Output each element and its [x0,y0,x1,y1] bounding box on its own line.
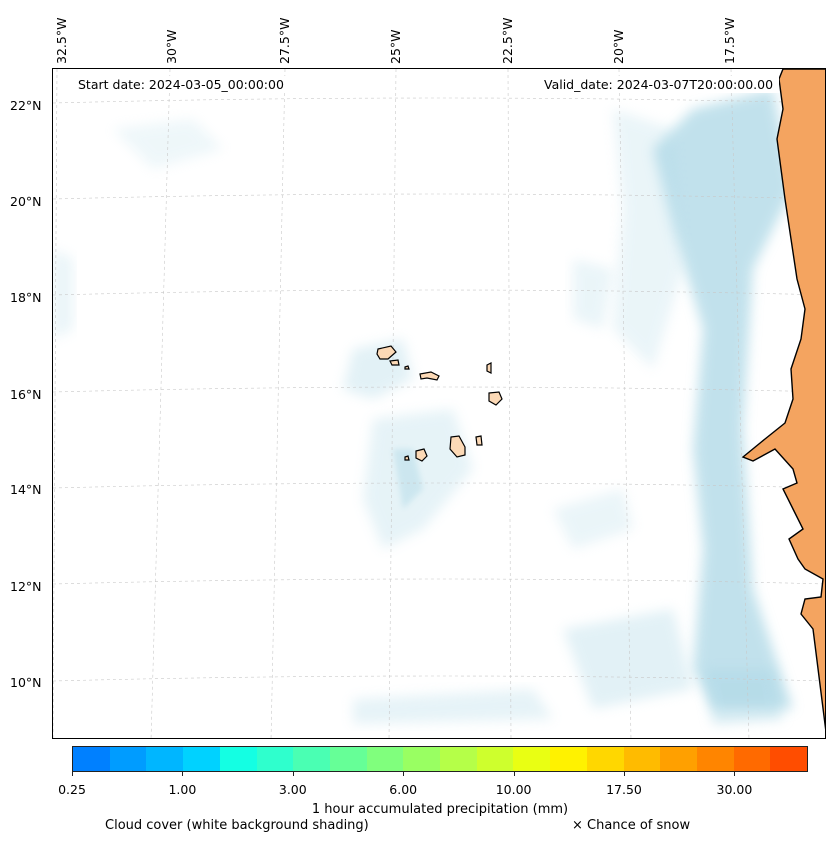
start-date-label: Start date: 2024-03-05_00:00:00 [72,76,290,93]
africa-mainland [741,69,825,730]
cloud-cover-layer [53,89,793,724]
lat-label-16n: 16°N [10,387,42,402]
colorbar-cell [660,747,697,771]
graticule [53,69,825,738]
island-sao-nicolau [419,371,440,381]
island-sao-vicente [389,359,400,366]
island-brava [404,455,410,461]
colorbar-cell [403,747,441,771]
colorbar-cell [623,747,661,771]
colorbar-cell [109,747,147,771]
colorbar-cell [146,747,184,771]
colorbar-cell [366,747,404,771]
colorbar-cell [696,747,734,771]
island-boa-vista [488,391,503,406]
colorbar-tick-label: 30.00 [716,782,753,797]
colorbar-cell [733,747,771,771]
precipitation-colorbar [72,746,808,772]
colorbar-cell [586,747,624,771]
colorbar-tick-mark [513,772,515,776]
lon-label-20w: 20°W [611,29,626,64]
lat-label-12n: 12°N [10,579,42,594]
lat-label-20n: 20°N [10,194,42,209]
colorbar-tick-label: 17.50 [606,782,642,797]
colorbar-cell [73,747,110,771]
lon-label-30w: 30°W [164,29,179,64]
colorbar-tick-label: 10.00 [495,782,532,797]
island-santo-antao [376,345,397,360]
colorbar-tick-label: 6.00 [389,782,418,797]
colorbar-cell [219,747,257,771]
valid-date-label: Valid_date: 2024-03-07T20:00:00.00 [538,76,780,93]
lon-label-25w: 25°W [388,29,403,64]
colorbar-tick-mark [182,772,184,776]
cloud-cover-note: Cloud cover (white background shading) [105,818,369,833]
colorbar-cell [329,747,367,771]
island-sal [486,362,492,374]
lon-label-17-5w: 17.5°W [722,17,737,64]
colorbar-cell [513,747,551,771]
island-maio [475,435,483,446]
colorbar-tick-label: 1.00 [168,782,197,797]
colorbar-cell [550,747,587,771]
cape-verde-islands [376,345,503,462]
colorbar-tick-mark [72,772,73,776]
colorbar-tick-mark [292,772,294,776]
lon-label-32-5w: 32.5°W [54,17,69,64]
snow-chance-note: × Chance of snow [572,818,691,833]
colorbar-cell [770,747,808,771]
lat-label-22n: 22°N [10,98,42,113]
map-panel[interactable] [52,68,826,739]
colorbar-cell [476,747,514,771]
colorbar-tick-label: 0.25 [58,782,86,797]
colorbar-cell [293,747,330,771]
lat-label-18n: 18°N [10,290,42,305]
colorbar-tick-mark [734,772,736,776]
island-santa-luzia [404,365,410,370]
lon-label-22-5w: 22.5°W [500,17,515,64]
colorbar-cell [183,747,220,771]
island-fogo [415,448,428,462]
island-santiago [449,435,466,458]
lat-label-10n: 10°N [10,675,42,690]
colorbar-label: 1 hour accumulated precipitation (mm) [311,802,569,817]
colorbar-cell [440,747,477,771]
colorbar-cell [256,747,294,771]
lat-label-14n: 14°N [10,482,42,497]
colorbar-tick-mark [403,772,405,776]
lon-label-27-5w: 27.5°W [277,17,292,64]
colorbar-tick-mark [624,772,625,776]
colorbar-tick-label: 3.00 [278,782,307,797]
map-canvas [53,69,825,738]
